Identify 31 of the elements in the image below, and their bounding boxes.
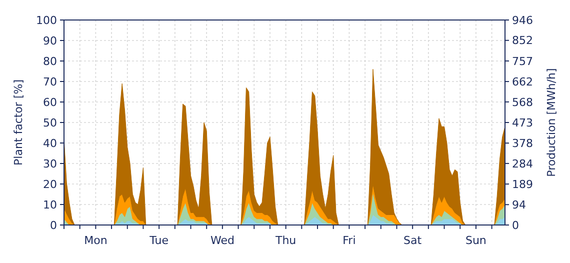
x-tick-label: Sat [404,234,422,247]
y2-tick-label: 946 [512,14,533,27]
y-axis-title: Plant factor [%] [12,80,25,166]
y-tick-label: 100 [36,14,57,27]
y2-tick-label: 568 [512,96,533,109]
y2-tick-label: 0 [512,218,519,232]
y-tick-label: 0 [50,218,57,232]
x-tick-label: Wed [210,234,234,247]
y-tick-label: 30 [43,157,57,170]
y-tick-label: 70 [43,75,57,88]
y2-tick-label: 284 [512,157,533,170]
x-tick-label: Mon [84,234,108,247]
y-tick-label: 60 [43,96,57,109]
y2-tick-label: 378 [512,136,533,150]
x-tick-label: Thu [274,234,296,247]
y2-axis-title: Production [MWh/h] [545,68,558,177]
x-tick-label: Tue [148,234,169,247]
y-tick-label: 90 [43,34,57,48]
x-tick-label: Fri [342,234,356,247]
y-tick-label: 40 [43,136,57,150]
y-tick-label: 80 [43,54,57,68]
y2-tick-label: 189 [512,178,533,191]
y2-tick-label: 757 [512,54,533,68]
y2-tick-label: 473 [512,116,533,130]
y-tick-label: 50 [43,116,57,130]
y2-tick-label: 852 [512,34,533,48]
x-tick-label: Sun [465,234,486,247]
y-tick-label: 10 [43,198,57,212]
y-tick-label: 20 [43,178,57,191]
y2-tick-label: 662 [512,75,533,88]
y2-tick-label: 94 [512,198,526,212]
